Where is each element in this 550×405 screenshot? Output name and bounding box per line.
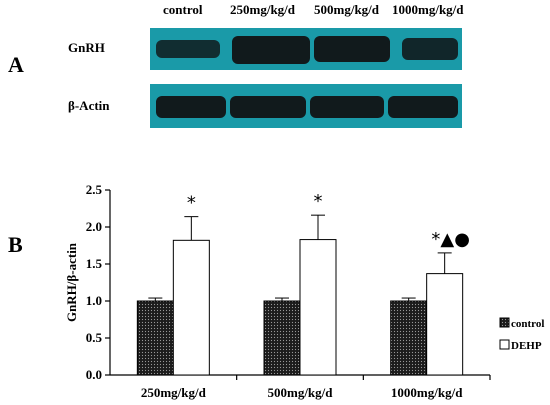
blot-band [156, 40, 220, 58]
bar-control [263, 300, 301, 376]
bar-control [136, 300, 174, 376]
x-tick-label: 250mg/kg/d [141, 385, 207, 400]
blot-band [310, 96, 384, 118]
x-tick-label: 500mg/kg/d [267, 385, 333, 400]
blot-lane-label-500: 500mg/kg/d [314, 2, 380, 17]
blot-row-label-actin: β-Actin [68, 98, 110, 113]
legend-label-control: control [511, 318, 544, 330]
x-tick-label: 1000mg/kg/d [391, 385, 463, 400]
significance-marker: * [187, 193, 196, 214]
legend-swatch-control [499, 317, 510, 328]
bar-dehp [299, 239, 337, 376]
blot-band [388, 96, 458, 118]
blot-band [156, 96, 226, 118]
legend-label-dehp: DEHP [511, 340, 542, 352]
blot-lane-label-250: 250mg/kg/d [230, 2, 296, 17]
significance-marker: * [314, 191, 323, 212]
y-tick-label: 1.0 [86, 293, 102, 308]
blot-band [230, 96, 306, 118]
blot-band [314, 36, 390, 62]
panel-label-b: B [8, 232, 23, 257]
blot-lane-label-1000: 1000mg/kg/d [392, 2, 464, 17]
y-tick-label: 0.5 [86, 330, 103, 345]
blot-strip-actin [150, 84, 462, 128]
y-tick-label: 2.5 [86, 182, 103, 197]
bar-dehp [426, 273, 464, 376]
bar-dehp [172, 239, 210, 376]
blot-band [402, 38, 458, 60]
y-tick-label: 1.5 [86, 256, 103, 271]
legend-swatch-dehp [499, 339, 510, 350]
blot-row-label-gnrh: GnRH [68, 40, 105, 55]
panel-label-a: A [8, 52, 24, 77]
blot-band [232, 36, 310, 64]
blot-strip-gnrh [150, 28, 462, 70]
y-tick-label: 2.0 [86, 219, 102, 234]
significance-marker: *▲● [431, 229, 470, 250]
y-tick-label: 0.0 [86, 367, 102, 382]
y-axis-label: GnRH/β-actin [64, 242, 79, 322]
bar-control [390, 300, 428, 376]
blot-lane-label-control: control [163, 2, 203, 17]
